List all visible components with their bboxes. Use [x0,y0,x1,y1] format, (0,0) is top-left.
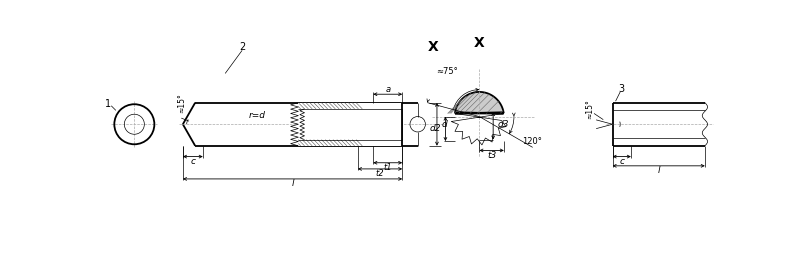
Text: t2: t2 [376,169,384,178]
Polygon shape [455,92,503,113]
Text: 120°: 120° [522,137,542,146]
Polygon shape [298,103,402,146]
Text: 1: 1 [105,99,111,109]
Text: d2: d2 [430,124,441,133]
Text: 3: 3 [618,84,625,94]
Text: l: l [658,166,660,175]
Text: l: l [291,179,294,188]
Text: d: d [442,120,447,129]
Text: ≈75°: ≈75° [436,67,458,76]
Text: c: c [619,157,624,166]
Text: ≈15°: ≈15° [585,99,594,119]
Text: r=d: r=d [248,111,266,119]
Text: c: c [190,157,195,166]
Text: X: X [428,40,438,54]
Text: t1: t1 [383,163,392,172]
Text: a: a [385,85,390,94]
Text: d3: d3 [498,120,510,129]
Text: ≈15°: ≈15° [177,93,186,113]
Text: X: X [474,37,485,51]
Text: t3: t3 [487,150,496,160]
Text: 2: 2 [239,42,246,52]
